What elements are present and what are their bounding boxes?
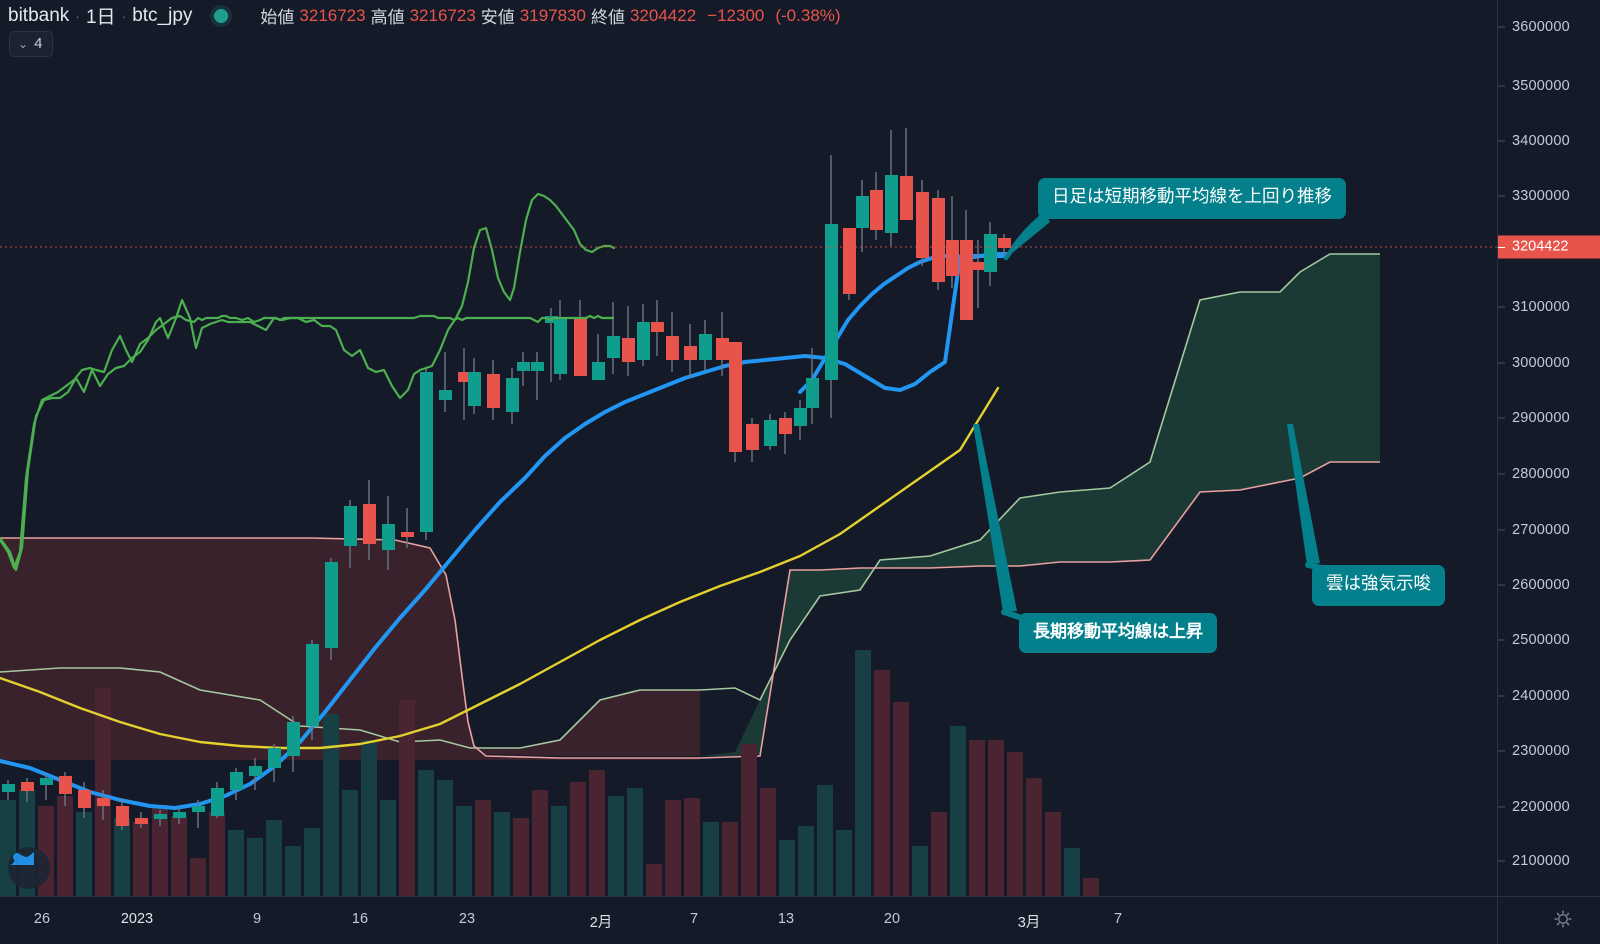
price-tick: 2700000 [1498, 522, 1570, 538]
price-tick: 3100000 [1498, 299, 1570, 315]
axis-corner [1497, 896, 1600, 944]
price-tick: 2800000 [1498, 466, 1570, 482]
price-tick: 2900000 [1498, 410, 1570, 426]
chevron-down-icon: ⌄ [18, 36, 29, 51]
time-tick: 3月 [1017, 915, 1041, 931]
time-axis[interactable]: 26 2023 9 16 23 2月 7 13 20 3月 7 [0, 896, 1600, 944]
annotation-ma-short[interactable]: 日足は短期移動平均線を上回り推移 [1038, 178, 1346, 219]
current-price-badge[interactable]: 3204422 [1498, 235, 1600, 259]
time-tick: 23 [458, 911, 476, 927]
callout-leader-ma-short [1003, 215, 1043, 261]
price-tick: 3500000 [1498, 78, 1570, 94]
price-axis[interactable]: 3600000 3500000 3400000 3300000 3100000 … [1497, 0, 1600, 896]
price-tick: 3300000 [1498, 188, 1570, 204]
kumo-bearish-fill-2 [0, 538, 700, 756]
ma-long-line [0, 386, 1000, 750]
senkou-b-line [0, 461, 1380, 759]
time-tick: 9 [252, 911, 262, 927]
chart-plot-area[interactable]: 日足は短期移動平均線を上回り推移 長期移動平均線は上昇 雲は強気示唆 [0, 0, 1497, 896]
callout-leader-ma-short-taper [1006, 212, 1050, 258]
time-tick: 26 [33, 911, 51, 927]
gear-icon[interactable] [1554, 910, 1572, 933]
time-tick: 13 [777, 911, 795, 927]
price-tick: 3600000 [1498, 19, 1570, 35]
price-tick: 2500000 [1498, 632, 1570, 648]
indicator-group-toggle[interactable]: ⌄ 4 [9, 31, 54, 57]
price-tick: 3400000 [1498, 133, 1570, 149]
volume-bars [0, 650, 1099, 896]
time-tick: 7 [689, 911, 699, 927]
chart-canvas [0, 128, 1497, 896]
time-tick: 2月 [589, 915, 613, 931]
price-tick: 3000000 [1498, 355, 1570, 371]
indicator-count: 4 [34, 35, 43, 52]
callout-leader-kumo [1287, 424, 1320, 565]
chikou-line [0, 314, 614, 570]
annotation-kumo-bullish[interactable]: 雲は強気示唆 [1312, 565, 1445, 606]
tradingview-logo-icon [8, 847, 50, 889]
kumo-bullish-fill [700, 254, 1380, 756]
time-tick: 16 [351, 911, 369, 927]
candlestick-series [2, 128, 1011, 830]
time-tick: 7 [1113, 911, 1123, 927]
time-tick: 20 [883, 911, 901, 927]
price-tick: 2200000 [1498, 799, 1570, 815]
callout-leader-ma-long [973, 424, 1017, 612]
price-tick: 2400000 [1498, 688, 1570, 704]
time-tick: 2023 [120, 911, 154, 927]
annotation-ma-long[interactable]: 長期移動平均線は上昇 [1019, 613, 1217, 653]
senkou-a-line [0, 253, 1380, 749]
price-tick: 2600000 [1498, 577, 1570, 593]
price-tick: 2300000 [1498, 743, 1570, 759]
chikou-line-detail [0, 192, 616, 572]
price-tick: 2100000 [1498, 853, 1570, 869]
